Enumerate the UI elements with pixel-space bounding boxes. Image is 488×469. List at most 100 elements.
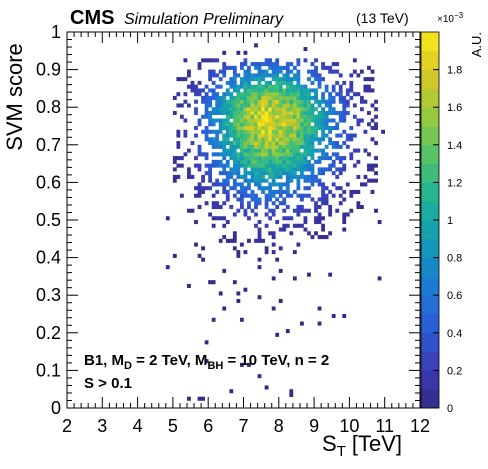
heatmap-cell [261, 133, 265, 138]
heatmap-cell [225, 159, 230, 164]
heatmap-cell [317, 182, 322, 187]
heatmap-cell [331, 163, 336, 168]
heatmap-cell [254, 73, 258, 78]
heatmap-cell [247, 201, 251, 206]
heatmap-cell [261, 186, 265, 191]
heatmap-cell [321, 148, 325, 153]
heatmap-cell [250, 193, 255, 198]
heatmap-cell [243, 152, 248, 157]
heatmap-cell [215, 144, 220, 149]
heatmap-cell [359, 69, 364, 74]
heatmap-cell [328, 231, 333, 236]
heatmap-cell [211, 163, 216, 168]
heatmap-cell [264, 80, 269, 85]
heatmap-cell [331, 95, 336, 100]
heatmap-cell [324, 144, 329, 149]
heatmap-cell [218, 84, 223, 89]
heatmap-cell [303, 107, 308, 112]
heatmap-cell [215, 178, 220, 183]
heatmap-cell [317, 122, 322, 127]
heatmap-cell [232, 129, 237, 134]
heatmap-cell [310, 235, 315, 240]
heatmap-cell [285, 62, 290, 67]
heatmap-cell [303, 227, 308, 232]
heatmap-cell [363, 84, 368, 89]
heatmap-cell [307, 133, 311, 138]
heatmap-cell [296, 174, 301, 179]
heatmap-cell [282, 208, 287, 213]
heatmap-cell [229, 129, 234, 134]
heatmap-cell [292, 250, 297, 255]
heatmap-cell [232, 144, 237, 149]
heatmap-cell [208, 141, 213, 146]
heatmap-cell [289, 103, 294, 108]
heatmap-cell [264, 250, 269, 255]
heatmap-cell [215, 95, 220, 100]
heatmap-cell [331, 88, 336, 93]
heatmap-cell [208, 280, 213, 285]
heatmap-cell [257, 73, 262, 78]
heatmap-cell [194, 186, 198, 191]
heatmap-cell [271, 92, 276, 97]
heatmap-cell [335, 62, 340, 67]
heatmap-cell [264, 92, 269, 97]
heatmap-cell [338, 171, 343, 176]
colorbar-segment [421, 332, 439, 352]
x-tick-label: 7 [238, 416, 248, 436]
heatmap-cell [349, 73, 354, 78]
heatmap-cell [321, 227, 325, 232]
heatmap-cell [208, 163, 213, 168]
heatmap-cell [356, 73, 361, 78]
heatmap-cell [236, 129, 241, 134]
heatmap-cell [296, 212, 301, 217]
heatmap-cell [282, 80, 287, 85]
heatmap-cell [338, 73, 343, 78]
heatmap-cell [324, 110, 329, 116]
heatmap-cell [211, 107, 216, 112]
heatmap-cell [232, 193, 237, 198]
heatmap-cell [268, 65, 273, 70]
y-tick-label: 0 [51, 398, 61, 418]
heatmap-cell [321, 156, 325, 161]
heatmap-cell [328, 141, 333, 146]
heatmap-cell [328, 118, 333, 123]
heatmap-cell [261, 84, 265, 89]
heatmap-cell [275, 204, 280, 210]
heatmap-cell [236, 174, 241, 179]
heatmap-cell [250, 174, 255, 179]
heatmap-cell [299, 95, 304, 100]
heatmap-cell [232, 231, 237, 236]
heatmap-cell [268, 88, 273, 93]
heatmap-cell [367, 122, 371, 127]
heatmap-cell [289, 99, 294, 104]
heatmap-cell [208, 69, 213, 74]
heatmap-cell [194, 133, 198, 138]
heatmap-cell [264, 152, 269, 157]
heatmap-cell [307, 174, 311, 179]
heatmap-cell [264, 148, 269, 153]
heatmap-cell [208, 95, 213, 100]
heatmap-cell [289, 152, 294, 157]
heatmap-cell [222, 69, 227, 74]
heatmap-cell [275, 110, 280, 116]
heatmap-cell [278, 148, 283, 153]
heatmap-cell [254, 171, 258, 176]
heatmap-cell [236, 250, 241, 255]
heatmap-cell [374, 99, 378, 104]
heatmap-cell [275, 129, 280, 134]
heatmap-cell [285, 223, 290, 228]
heatmap-cell [236, 107, 241, 112]
heatmap-cell [254, 148, 258, 153]
heatmap-cell [278, 129, 283, 134]
heatmap-cell [285, 114, 290, 119]
heatmap-cell [229, 95, 234, 100]
heatmap-cell [225, 193, 230, 198]
heatmap-cell [268, 84, 273, 89]
heatmap-cell [275, 174, 280, 179]
colorbar-segment [421, 32, 439, 52]
heatmap-cell [236, 197, 241, 202]
heatmap-cell [335, 122, 340, 127]
heatmap-cell [370, 167, 375, 172]
heatmap-cell [239, 201, 244, 206]
